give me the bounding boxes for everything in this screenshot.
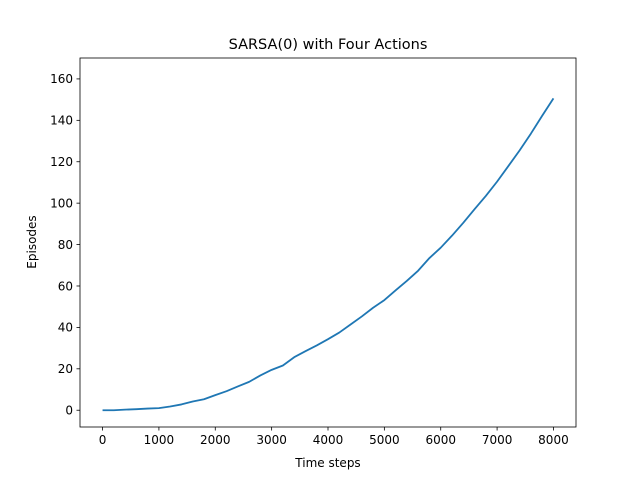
y-tick-label: 80 xyxy=(58,238,73,252)
series-line xyxy=(102,97,555,412)
y-tick-label: 160 xyxy=(50,72,73,86)
y-tick-label: 60 xyxy=(58,279,73,293)
y-tick-label: 120 xyxy=(50,155,73,169)
y-axis-label: Episodes xyxy=(25,215,39,268)
axis-ticks: 0 1000 2000 3000 4000 5000 6000 7000 8000 0 20 40 60… xyxy=(50,72,569,447)
x-tick-label: 3000 xyxy=(256,433,287,447)
x-tick-label: 1000 xyxy=(144,433,175,447)
y-tick-label: 100 xyxy=(50,196,73,210)
plot-area xyxy=(102,97,555,412)
y-tick-label: 40 xyxy=(58,321,73,335)
x-tick-label: 2000 xyxy=(200,433,231,447)
x-tick-label: 0 xyxy=(99,433,107,447)
y-tick-label: 20 xyxy=(58,362,73,376)
y-tick-label: 0 xyxy=(65,404,73,418)
x-tick-label: 7000 xyxy=(482,433,513,447)
x-tick-label: 5000 xyxy=(369,433,400,447)
x-axis-label: Time steps xyxy=(294,456,360,470)
y-tick-label: 140 xyxy=(50,114,73,128)
axes-frame xyxy=(79,57,577,428)
x-tick-label: 6000 xyxy=(425,433,456,447)
x-tick-label: 4000 xyxy=(313,433,344,447)
x-tick-label: 8000 xyxy=(538,433,569,447)
chart-title: SARSA(0) with Four Actions xyxy=(229,37,428,53)
